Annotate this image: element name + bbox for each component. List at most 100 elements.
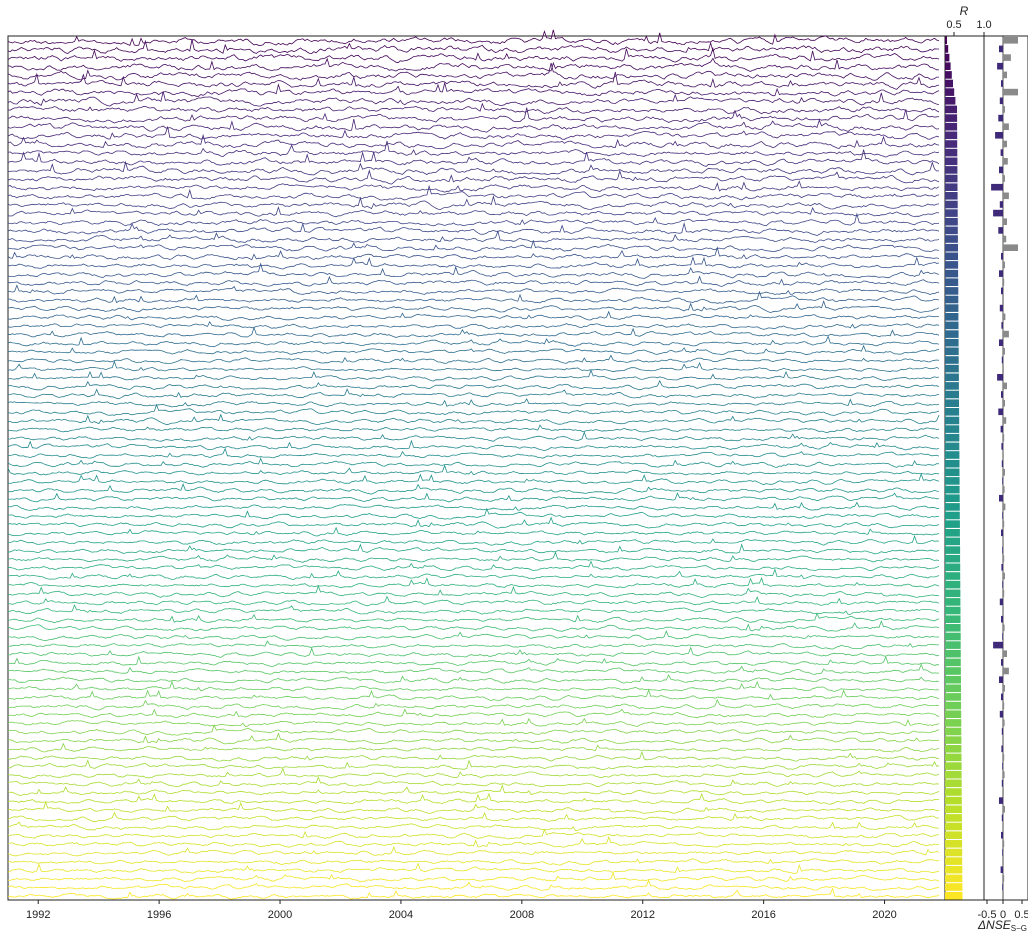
series-line (7, 576, 940, 589)
nse-bar (1003, 106, 1005, 113)
nse-bar (1003, 624, 1005, 632)
r-bar (945, 822, 962, 831)
nse-bar (1001, 356, 1003, 364)
nse-bar (1003, 823, 1004, 830)
nse-bar (1003, 244, 1018, 251)
series-line (7, 862, 940, 874)
nse-bar (1003, 330, 1009, 338)
nse-bar (1003, 218, 1007, 225)
nse-bars (991, 37, 1018, 899)
r-bar (945, 468, 960, 477)
nse-bar (1003, 192, 1009, 200)
r-bar (945, 364, 959, 373)
r-bar (945, 382, 959, 390)
r-bar (945, 788, 962, 796)
series-line (7, 800, 940, 814)
nse-bar (1003, 771, 1005, 778)
r-bar (945, 477, 960, 485)
r-bar (945, 537, 960, 546)
r-bar (945, 529, 960, 537)
r-bar (945, 779, 962, 788)
series-line (7, 379, 940, 391)
series-line (8, 887, 940, 900)
series-line (7, 221, 940, 237)
nse-bar (1003, 71, 1007, 79)
r-bar (945, 615, 961, 623)
nse-bar (1001, 693, 1003, 701)
series-line (7, 723, 940, 736)
nse-bar (1002, 546, 1003, 554)
timeseries-panel: 1992 1996 2000 2004 2008 2012 2016 2020 (7, 29, 946, 921)
r-bar (945, 79, 953, 88)
nse-bar (993, 641, 1003, 649)
nse-bar (1000, 425, 1003, 433)
r-bar (945, 572, 961, 580)
r-bar (945, 520, 960, 528)
r-bar (945, 753, 962, 762)
nse-bar (1003, 520, 1005, 528)
series-line (7, 126, 940, 140)
x-tick-label: 1992 (26, 909, 50, 921)
nse-bar (1001, 745, 1003, 753)
nse-axis-title-main: ΔNSE (977, 918, 1012, 932)
series-line (7, 646, 940, 658)
nse-bar (1003, 296, 1004, 303)
nse-bar (997, 62, 1003, 70)
nse-bar (1002, 512, 1003, 519)
nse-bar (1001, 529, 1003, 537)
r-bar (945, 848, 963, 857)
series-line (7, 858, 940, 866)
series-line (7, 335, 940, 348)
r-bar (945, 745, 962, 753)
nse-bar (1003, 158, 1008, 165)
nse-bar (998, 227, 1004, 234)
r-bar (945, 814, 962, 822)
timeseries-lines (7, 29, 940, 900)
series-line (7, 39, 939, 55)
nse-bar (1003, 365, 1004, 372)
r-bar (945, 278, 959, 286)
series-line (7, 551, 940, 563)
nse-bar (1003, 175, 1005, 182)
r-bar (945, 347, 959, 356)
r-bar (945, 148, 958, 157)
nse-bar (997, 374, 1003, 381)
r-bar (945, 649, 961, 658)
series-line (7, 534, 940, 546)
series-line (7, 245, 940, 261)
series-line (7, 742, 940, 753)
r-bar (945, 796, 962, 805)
nse-bar (1002, 883, 1003, 891)
nse-bar (995, 132, 1003, 139)
series-line (7, 708, 940, 719)
r-bar (945, 693, 962, 701)
nse-bar (1003, 313, 1006, 321)
series-line (7, 57, 940, 72)
nse-bar (1002, 633, 1003, 640)
nse-bar (1003, 607, 1004, 614)
r-bar (945, 891, 963, 900)
series-line (7, 194, 940, 211)
series-line (7, 674, 940, 684)
nse-bar (998, 114, 1004, 122)
r-bar (945, 831, 962, 839)
series-line (7, 275, 940, 287)
r-bar (945, 727, 962, 736)
series-line (7, 284, 940, 296)
series-line (7, 369, 940, 382)
x-tick-label: 1996 (147, 909, 171, 921)
series-line (7, 133, 940, 150)
series-line (7, 472, 940, 486)
series-line (7, 750, 940, 762)
series-line (7, 792, 940, 805)
r-bar (945, 442, 960, 451)
r-bar (945, 269, 959, 278)
r-bar (945, 598, 961, 606)
x-tick-label: 2012 (630, 909, 654, 921)
nse-bar (999, 598, 1003, 606)
r-bar (945, 226, 958, 235)
series-line (7, 767, 940, 780)
nse-bar (999, 339, 1003, 346)
series-line (7, 821, 940, 831)
